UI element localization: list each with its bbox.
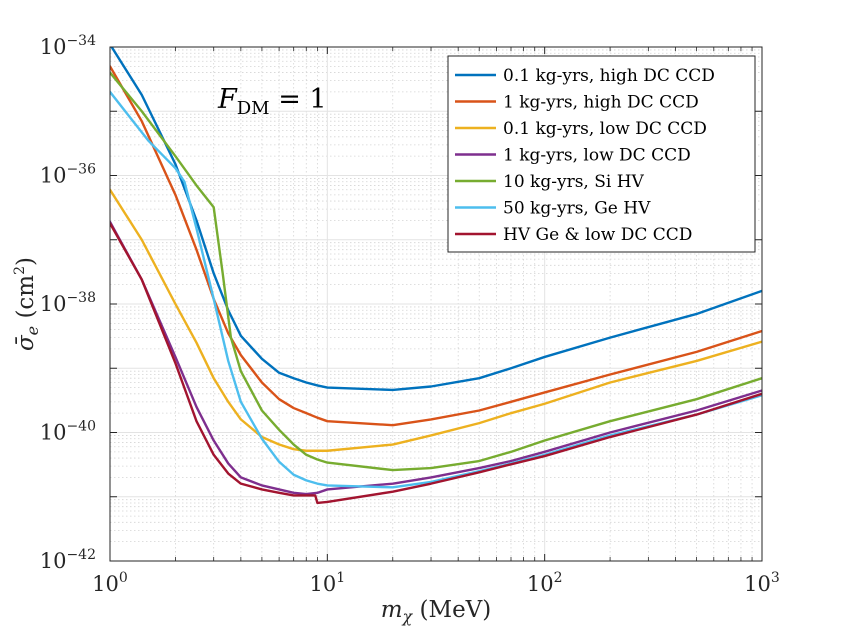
y-axis-label-unit-close: ) [13, 257, 39, 266]
x-axis-label-var: m [381, 597, 403, 623]
series-line-4 [110, 220, 762, 496]
x-axis-label: mχ (MeV) [381, 597, 492, 626]
x-tick-base: 10 [310, 572, 337, 596]
legend-entry-label: 1 kg-yrs, high DC CCD [503, 93, 699, 113]
y-tick-exp: −34 [66, 33, 96, 49]
x-tick-label: 100 [92, 570, 128, 596]
x-tick-base: 10 [744, 572, 771, 596]
x-tick-label: 103 [744, 570, 780, 596]
series-line-3 [110, 188, 762, 452]
y-tick-exp: −36 [66, 162, 96, 178]
annotation-var: F [217, 84, 238, 115]
legend-entry-label: 0.1 kg-yrs, high DC CCD [503, 66, 715, 86]
y-axis-label-var: σ̄ [13, 334, 39, 351]
y-tick-label: 10−38 [40, 290, 96, 316]
legend: 0.1 kg-yrs, high DC CCD 1 kg-yrs, high DC… [447, 55, 756, 253]
y-tick-exp: −40 [66, 419, 96, 435]
x-tick-base: 10 [527, 572, 554, 596]
y-tick-exp: −38 [66, 290, 96, 306]
legend-entry-label: 0.1 kg-yrs, low DC CCD [503, 119, 707, 139]
annotation-sub: DM [237, 98, 270, 119]
x-tick-labels: 100 101 102 103 [92, 570, 780, 596]
legend-entry-label: HV Ge & low DC CCD [503, 225, 692, 245]
y-tick-base: 10 [40, 549, 67, 573]
legend-entry-label: 50 kg-yrs, Ge HV [503, 199, 651, 219]
y-tick-base: 10 [40, 164, 67, 188]
annotation-rest: = 1 [270, 84, 327, 115]
legend-box [447, 55, 756, 253]
y-tick-label: 10−42 [40, 547, 96, 573]
series-line-7 [110, 222, 762, 505]
series-line-2 [110, 65, 762, 427]
series-line-1 [110, 47, 762, 392]
series-line-5 [110, 71, 762, 472]
y-axis-label-sub: e [23, 326, 42, 335]
y-axis-label: σ̄e (cm2) [12, 257, 42, 351]
y-axis-label-unit-open: (cm [13, 275, 39, 326]
y-tick-base: 10 [40, 292, 67, 316]
x-axis-label-unit: (MeV) [412, 597, 491, 623]
x-tick-exp: 2 [554, 570, 563, 586]
tick-marks [109, 46, 763, 562]
y-tick-label: 10−40 [40, 419, 96, 445]
y-tick-label: 10−36 [40, 162, 96, 188]
y-tick-exp: −42 [66, 547, 96, 563]
x-tick-base: 10 [92, 572, 119, 596]
x-tick-exp: 1 [336, 570, 345, 586]
x-axis-label-sub: χ [402, 607, 414, 626]
x-tick-label: 102 [527, 570, 563, 596]
x-tick-exp: 0 [119, 570, 128, 586]
annotation-fdm: FDM = 1 [217, 84, 327, 119]
minor-grid [110, 47, 762, 561]
x-tick-label: 101 [310, 570, 346, 596]
legend-entry-label: 1 kg-yrs, low DC CCD [503, 146, 691, 166]
legend-entry-label: 10 kg-yrs, Si HV [503, 172, 645, 192]
x-tick-exp: 3 [771, 570, 780, 586]
series-layer [110, 47, 762, 505]
y-tick-base: 10 [40, 35, 67, 59]
y-axis-label-unit-sup: 2 [12, 266, 28, 275]
y-tick-base: 10 [40, 421, 67, 445]
y-tick-label: 10−34 [40, 33, 96, 59]
